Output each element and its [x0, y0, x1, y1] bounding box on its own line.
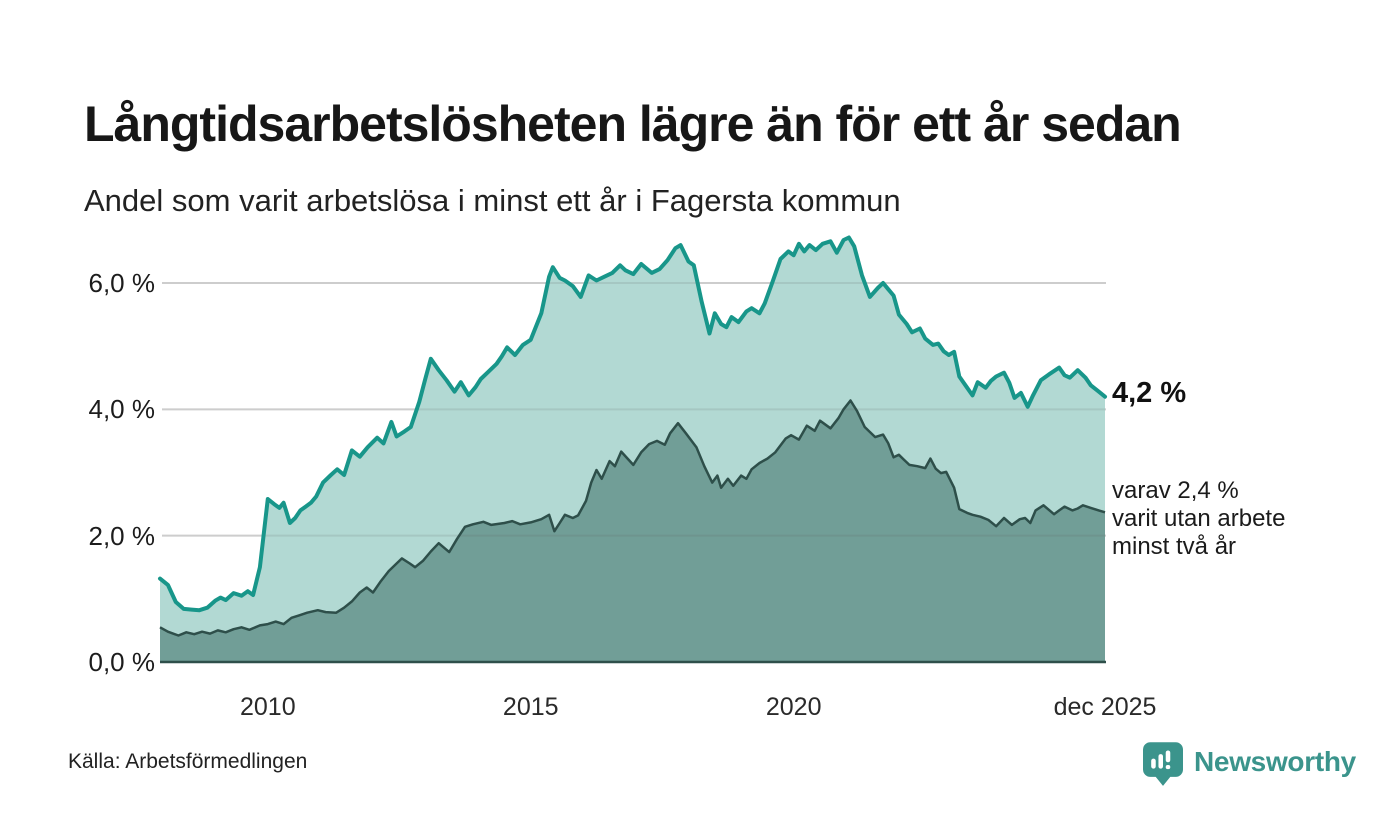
newsworthy-bubble-icon [1143, 742, 1183, 786]
exclamation-dot-icon [1165, 765, 1171, 770]
x-tick-label: 2015 [502, 693, 559, 721]
page-title: Långtidsarbetslösheten lägre än för ett … [84, 95, 1182, 152]
y-tick-label: 0,0 % [88, 647, 156, 677]
newsworthy-logo: Newsworthy [1143, 741, 1356, 789]
secondary-series-line [159, 399, 1106, 637]
exclamation-bar-icon [1165, 750, 1171, 763]
x-tick-label: 2010 [239, 693, 296, 721]
x-tick-label: 2020 [765, 693, 822, 721]
secondary-series-annotation: varav 2,4 % varit utan arbete minst två … [1112, 477, 1286, 560]
secondary-area-fill [160, 400, 1105, 662]
bar-icon-1 [1151, 758, 1156, 769]
end-value-label: 4,2 % [1112, 376, 1187, 409]
primary-series-line [158, 235, 1107, 613]
y-tick-label: 6,0 % [88, 267, 156, 298]
y-tick-label: 2,0 % [88, 520, 156, 551]
chart-subtitle: Andel som varit arbetslösa i minst ett å… [84, 183, 901, 218]
source-label: Källa: Arbetsförmedlingen [68, 750, 308, 773]
x-tick-label: dec 2025 [1053, 693, 1157, 721]
brand-name: Newsworthy [1194, 746, 1356, 777]
bar-icon-2 [1158, 754, 1163, 769]
y-tick-label: 4,0 % [88, 394, 156, 425]
